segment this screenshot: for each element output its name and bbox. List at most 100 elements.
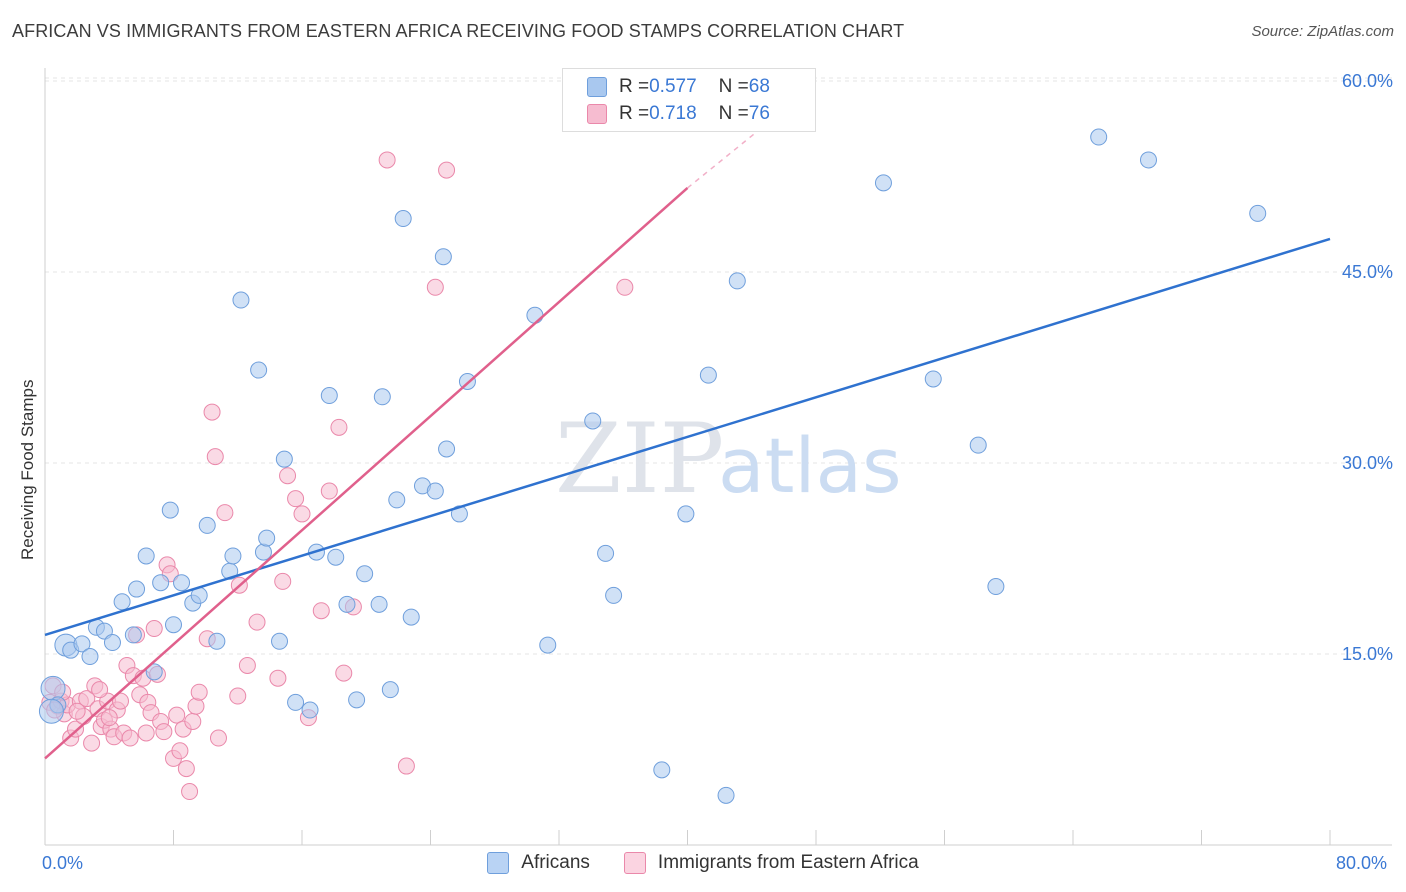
legend-row-africans: R = 0.577 N = 68 bbox=[587, 75, 770, 99]
data-point-eastern-africa bbox=[330, 418, 348, 436]
y-tick-label: 15.0% bbox=[1342, 644, 1393, 664]
data-point-africans bbox=[1090, 128, 1108, 146]
africans-swatch bbox=[587, 77, 607, 97]
data-point-eastern-africa bbox=[229, 687, 247, 705]
data-point-eastern-africa bbox=[335, 664, 353, 682]
series-legend: Africans Immigrants from Eastern Africa bbox=[0, 852, 1406, 874]
y-tick-label: 60.0% bbox=[1342, 71, 1393, 91]
watermark-zip: ZIP bbox=[555, 403, 724, 515]
data-point-africans bbox=[394, 210, 412, 228]
data-point-africans bbox=[348, 691, 366, 709]
africans-legend-swatch bbox=[487, 852, 510, 874]
data-point-africans bbox=[338, 595, 356, 613]
legend-item-africans[interactable]: Africans bbox=[487, 852, 590, 874]
data-point-africans bbox=[287, 693, 305, 711]
data-point-africans bbox=[232, 291, 250, 309]
data-point-eastern-africa bbox=[269, 669, 287, 687]
data-point-africans bbox=[699, 366, 717, 384]
data-point-africans bbox=[653, 761, 671, 779]
data-point-africans bbox=[73, 635, 91, 653]
legend-label-africans: Africans bbox=[521, 852, 590, 873]
n-label: N = bbox=[718, 103, 749, 124]
data-point-africans bbox=[597, 544, 615, 562]
n-value-africans: 68 bbox=[748, 76, 770, 97]
legend-item-eastern[interactable]: Immigrants from Eastern Africa bbox=[623, 852, 919, 874]
data-point-africans bbox=[584, 412, 602, 430]
data-point-eastern-africa bbox=[155, 723, 173, 741]
data-point-eastern-africa bbox=[248, 613, 266, 631]
data-point-eastern-africa bbox=[121, 729, 139, 747]
data-point-africans bbox=[969, 436, 987, 454]
trend-line-eastern-africa bbox=[44, 187, 689, 760]
data-point-africans bbox=[165, 616, 182, 634]
data-point-africans bbox=[198, 516, 216, 534]
x-tick-max: 80.0% bbox=[1336, 853, 1388, 873]
data-point-eastern-africa bbox=[203, 403, 221, 421]
data-point-eastern-africa bbox=[190, 683, 208, 701]
r-value-africans: 0.577 bbox=[649, 76, 697, 97]
data-point-eastern-africa bbox=[83, 734, 101, 752]
data-point-eastern-africa bbox=[287, 490, 305, 508]
data-point-eastern-africa bbox=[378, 151, 396, 169]
grid-lines bbox=[45, 77, 1392, 655]
data-point-africans bbox=[434, 248, 452, 266]
data-point-eastern-africa bbox=[293, 505, 311, 523]
data-point-africans bbox=[38, 698, 64, 724]
data-point-africans bbox=[81, 648, 99, 666]
data-point-africans bbox=[271, 632, 289, 650]
data-point-eastern-africa bbox=[206, 448, 224, 466]
data-point-africans bbox=[388, 491, 406, 509]
data-point-africans bbox=[254, 543, 272, 561]
r-value-eastern: 0.718 bbox=[649, 103, 697, 124]
data-point-eastern-africa bbox=[187, 697, 205, 715]
data-point-africans bbox=[137, 547, 155, 565]
n-value-eastern: 76 bbox=[748, 103, 770, 124]
data-point-africans bbox=[113, 593, 131, 611]
y-tick-label: 30.0% bbox=[1342, 453, 1393, 473]
data-point-eastern-africa bbox=[168, 706, 186, 724]
data-point-africans bbox=[128, 580, 146, 598]
data-point-africans bbox=[40, 675, 66, 701]
data-point-africans bbox=[208, 632, 226, 650]
data-point-africans bbox=[728, 272, 746, 290]
data-point-eastern-africa bbox=[177, 760, 195, 778]
data-point-africans bbox=[145, 663, 163, 681]
data-point-africans bbox=[161, 501, 179, 519]
legend-row-eastern: R = 0.718 N = 76 bbox=[587, 102, 770, 126]
data-point-eastern-africa bbox=[426, 278, 444, 296]
data-point-eastern-africa bbox=[68, 702, 86, 720]
data-point-eastern-africa bbox=[616, 278, 634, 296]
data-point-africans bbox=[381, 681, 399, 699]
data-point-eastern-africa bbox=[171, 742, 189, 760]
data-point-eastern-africa bbox=[279, 467, 297, 485]
watermark-atlas: atlas bbox=[718, 421, 902, 510]
legend-label-eastern: Immigrants from Eastern Africa bbox=[657, 852, 919, 873]
data-point-africans bbox=[874, 174, 892, 192]
y-axis-label: Receiving Food Stamps bbox=[18, 379, 37, 560]
y-tick-labels: 15.0% 30.0% 45.0% 60.0% bbox=[1342, 71, 1393, 664]
data-point-africans bbox=[677, 505, 695, 523]
data-point-africans bbox=[124, 626, 142, 644]
data-point-eastern-africa bbox=[78, 690, 96, 708]
data-point-africans bbox=[320, 387, 338, 405]
eastern-legend-swatch bbox=[623, 852, 646, 874]
data-point-eastern-africa bbox=[184, 712, 202, 730]
data-point-africans bbox=[370, 595, 388, 613]
data-point-eastern-africa bbox=[137, 724, 155, 742]
data-point-eastern-africa bbox=[111, 692, 129, 710]
data-point-eastern-africa bbox=[274, 572, 292, 590]
r-label: R = bbox=[619, 103, 650, 124]
data-point-africans bbox=[327, 548, 345, 566]
data-point-africans bbox=[373, 388, 391, 406]
data-point-eastern-africa bbox=[91, 681, 109, 699]
data-point-africans bbox=[173, 574, 191, 592]
data-point-eastern-africa bbox=[100, 709, 118, 727]
data-point-eastern-africa bbox=[67, 720, 85, 738]
data-point-eastern-africa bbox=[312, 602, 330, 620]
data-point-africans bbox=[526, 306, 544, 324]
chart-title: AFRICAN VS IMMIGRANTS FROM EASTERN AFRIC… bbox=[12, 21, 905, 41]
data-point-africans bbox=[103, 634, 121, 652]
n-label: N = bbox=[718, 76, 749, 97]
data-point-africans bbox=[1249, 204, 1267, 222]
